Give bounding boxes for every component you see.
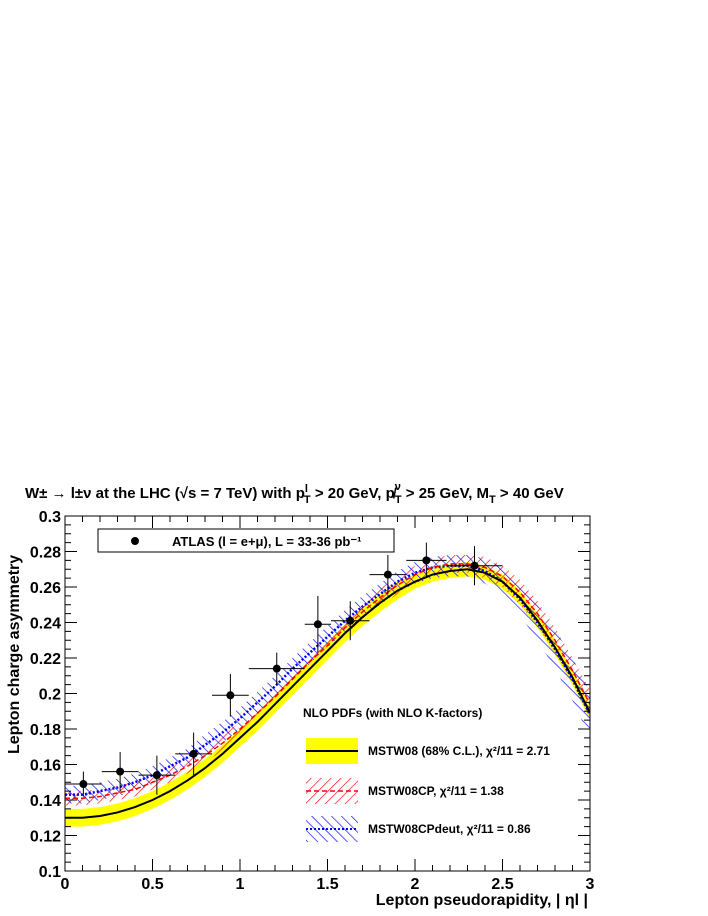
data-marker [470,561,479,570]
data-marker [422,556,431,565]
central-line-mstw08cp [65,563,590,799]
pdf-legend: NLO PDFs (with NLO K-factors) MSTW08 (68… [303,706,550,842]
y-tick-label: 0.16 [30,758,61,775]
data-point-2 [101,752,139,792]
y-tick-label: 0.28 [30,545,61,562]
chart-title: W± → l±ν at the LHC (√s = 7 TeV) with pl… [25,481,564,506]
data-point-5 [212,673,249,717]
data-marker [346,616,355,625]
pdf-legend-header: NLO PDFs (with NLO K-factors) [303,706,482,720]
title-pt-cut: > 20 GeV, [311,485,386,502]
data-point-9 [369,555,407,595]
data-point-4 [175,732,212,776]
band-mstw08cpdeut [65,555,590,804]
data-point-10 [406,542,447,579]
x-tick-label: 1 [236,876,245,893]
y-tick-label: 0.22 [30,651,61,668]
ticks-layer: 0 0.5 1 1.5 2 2.5 3 0.1 0.12 0.14 0.16 0.18 0.2 0.22 0… [30,509,595,893]
y-tick-label: 0.2 [39,687,61,704]
x-tick-label: 1.5 [316,876,338,893]
y-tick-label: 0.18 [30,722,61,739]
x-tick-label: 0 [61,876,70,893]
legend-label-mstw08: MSTW08 (68% C.L.), χ²/11 = 2.71 [368,744,550,758]
x-tick-label: 2 [411,876,420,893]
x-tick-label: 3 [586,876,595,893]
theory-layer [65,555,590,827]
y-tick-label: 0.12 [30,829,61,846]
y-axis-title: Lepton charge asymmetry [6,555,23,754]
y-tick-label: 0.26 [30,580,61,597]
data-marker [313,620,322,629]
y-tick-label: 0.1 [39,864,61,881]
atlas-legend: ATLAS (l = e+μ), L = 33-36 pb⁻¹ [97,528,395,553]
data-marker [152,771,161,780]
y-tick-label: 0.24 [30,616,61,633]
title-mt-cut: > 40 GeV [496,485,564,502]
legend-label-mstw08cp: MSTW08CP, χ²/11 = 1.38 [368,784,504,798]
atlas-legend-box [97,528,395,553]
x-axis-title: Lepton pseudorapidity, | ηl | [376,892,588,909]
data-marker [116,767,125,776]
title-main: W± → l±ν at the LHC (√s = 7 TeV) with p [25,485,305,502]
data-point-1 [65,771,102,797]
data-point-8 [331,601,370,641]
central-line-mstw08 [65,568,590,819]
data-point-6 [248,652,305,685]
data-point-11 [446,546,503,586]
data-point-7 [304,595,331,653]
atlas-legend-marker [131,537,139,545]
data-marker [383,570,392,579]
data-marker [226,691,235,700]
x-tick-label: 0.5 [141,876,163,893]
legend-label-mstw08cpdeut: MSTW08CPdeut, χ²/11 = 0.86 [368,822,531,836]
data-marker [79,780,88,789]
data-marker [189,749,198,758]
data-layer [65,542,503,797]
atlas-legend-label: ATLAS (l = e+μ), L = 33-36 pb⁻¹ [172,534,362,549]
x-tick-label: 2.5 [491,876,513,893]
y-tick-label: 0.14 [30,793,61,810]
data-point-3 [138,755,176,795]
title-met-cut: > 25 GeV, M [402,485,489,502]
data-marker [272,664,281,673]
y-tick-label: 0.3 [39,509,61,526]
